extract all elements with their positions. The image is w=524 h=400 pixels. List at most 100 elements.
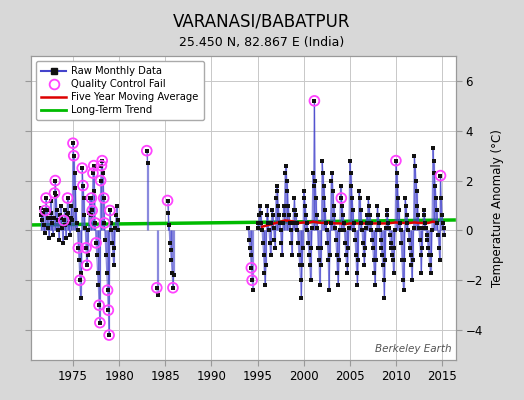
Point [90,162,98,169]
Point [112,212,120,219]
Point [88,207,96,214]
Point [416,237,424,244]
Point [61,222,70,229]
Point [154,292,162,298]
Point [289,220,297,226]
Point [83,252,92,258]
Point [51,177,59,184]
Point [347,182,355,189]
Point [300,195,309,201]
Point [322,220,330,226]
Point [315,282,324,288]
Point [374,212,383,219]
Point [386,240,395,246]
Point [324,257,332,264]
Point [70,152,78,159]
Point [310,98,319,104]
Point [345,225,353,231]
Point [152,284,161,291]
Point [395,207,403,214]
Point [387,245,396,251]
Point [59,240,67,246]
Point [425,252,433,258]
Point [336,182,345,189]
Point [366,212,374,219]
Point [276,227,285,234]
Point [96,177,105,184]
Point [358,227,366,234]
Point [348,207,357,214]
Point [42,207,51,214]
Point [365,202,373,209]
Point [96,320,104,326]
Point [69,140,77,146]
Point [329,187,337,194]
Point [39,210,47,216]
Point [108,240,116,246]
Point [71,185,80,191]
Point [104,307,113,313]
Point [381,225,390,231]
Point [401,195,409,201]
Point [392,170,401,176]
Point [412,187,421,194]
Point [289,207,298,214]
Point [385,225,393,231]
Point [72,207,80,214]
Point [305,252,313,258]
Point [428,227,436,234]
Point [83,262,91,268]
Point [105,332,113,338]
Point [330,202,338,209]
Point [297,294,305,301]
Point [107,227,116,234]
Point [436,172,445,179]
Point [90,162,98,169]
Point [268,207,276,214]
Point [110,262,118,268]
Point [47,210,56,216]
Point [353,282,362,288]
Point [67,202,75,209]
Point [396,227,405,234]
Point [66,232,74,239]
Point [342,252,350,258]
Point [280,212,289,219]
Point [284,202,292,209]
Point [371,282,379,288]
Point [396,220,404,226]
Point [106,207,114,214]
Point [436,172,445,179]
Point [301,202,309,209]
Point [256,210,265,216]
Point [52,192,60,199]
Point [440,225,448,231]
Point [293,227,302,234]
Point [391,227,399,234]
Point [344,245,353,251]
Point [325,252,334,258]
Point [103,287,112,294]
Point [100,195,108,201]
Point [87,195,95,201]
Point [164,210,172,216]
Point [44,225,52,231]
Point [269,225,278,231]
Point [340,220,348,226]
Point [63,195,72,201]
Point [94,282,103,288]
Point [375,220,383,226]
Point [282,177,291,184]
Point [57,215,66,221]
Y-axis label: Temperature Anomaly (°C): Temperature Anomaly (°C) [492,129,504,287]
Point [257,220,266,226]
Point [287,227,295,234]
Point [412,177,420,184]
Point [255,212,263,219]
Text: 25.450 N, 82.867 E (India): 25.450 N, 82.867 E (India) [179,36,345,49]
Point [259,252,268,258]
Point [389,270,398,276]
Point [404,227,412,234]
Point [388,252,396,258]
Point [363,220,372,226]
